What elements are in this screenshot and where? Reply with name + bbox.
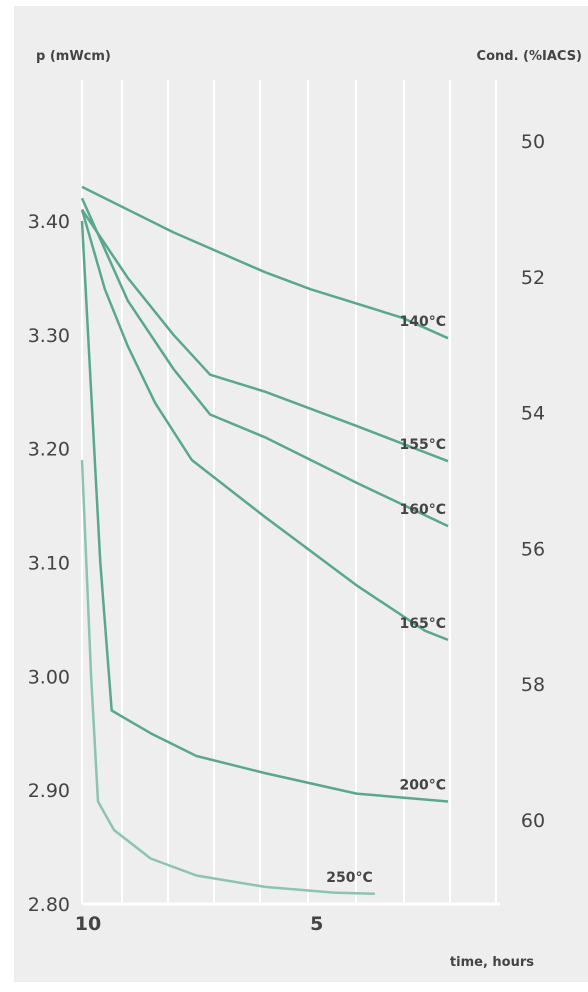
y-right-ticks: 50 52 54 56 58 60 [521, 131, 545, 832]
grid-lines [81, 80, 497, 904]
series-label-140c: 140°C [400, 314, 447, 330]
x-tick-label: 5 [310, 913, 323, 935]
y-right-tick-label: 60 [521, 810, 545, 832]
series-label-250c: 250°C [326, 870, 373, 886]
series-labels: 140°C 155°C 160°C 165°C 200°C 250°C [326, 314, 446, 886]
series-line-250c [80, 459, 375, 896]
y-left-ticks: 3.40 3.30 3.20 3.10 3.00 2.90 2.80 [28, 211, 70, 916]
y-right-tick-label: 54 [521, 403, 545, 425]
series-label-165c: 165°C [400, 616, 447, 632]
series-line-160c [80, 197, 449, 528]
series-line-140c [81, 185, 449, 340]
series-lines [80, 185, 449, 896]
y-right-tick-label: 50 [521, 131, 545, 153]
series-label-160c: 160°C [400, 502, 447, 518]
y-left-tick-label: 3.20 [28, 439, 70, 461]
y-left-tick-label: 3.00 [28, 666, 70, 688]
y-right-axis-title: Cond. (%IACS) [477, 49, 582, 64]
series-line-155c [80, 208, 449, 463]
series-line-200c [80, 220, 449, 803]
series-line-165c [80, 209, 449, 642]
y-left-axis-title: p (mWcm) [36, 49, 111, 64]
y-left-tick-label: 2.90 [28, 780, 70, 802]
y-left-tick-label: 3.10 [28, 553, 70, 575]
x-ticks: 10 5 [75, 913, 324, 935]
x-tick-label: 10 [75, 913, 101, 935]
y-left-tick-label: 2.80 [28, 894, 70, 916]
y-left-tick-label: 3.30 [28, 325, 70, 347]
y-left-tick-label: 3.40 [28, 211, 70, 233]
y-right-tick-label: 58 [521, 674, 545, 696]
y-right-tick-label: 52 [521, 267, 545, 289]
series-label-200c: 200°C [400, 778, 447, 794]
chart-panel [14, 6, 588, 982]
series-label-155c: 155°C [400, 437, 447, 453]
y-right-tick-label: 56 [521, 538, 545, 560]
x-axis-title: time, hours [450, 955, 534, 970]
